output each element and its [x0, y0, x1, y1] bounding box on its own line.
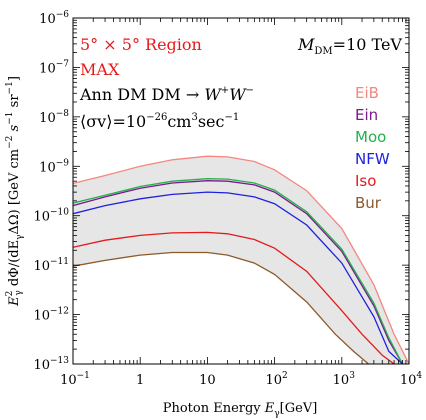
legend-item-ein: Ein [355, 106, 378, 124]
y-tick-label: 10−8 [39, 109, 69, 126]
series-line-bur [73, 251, 369, 364]
sigma-annotation: ⟨σv⟩=10−26cm3sec−1 [80, 112, 239, 131]
sigma-base: ⟨σv⟩=10 [80, 112, 146, 131]
y-tick-label: 10−7 [39, 59, 69, 76]
y-tick-label: 10−13 [33, 356, 69, 373]
x-tick-label: 103 [333, 371, 356, 388]
sigma-exp: −26 [146, 112, 167, 123]
x-tick-label: 10 [199, 373, 216, 388]
y-tick-label: 10−6 [39, 10, 69, 27]
process-w2-sup: − [246, 85, 254, 96]
y-axis-title-group: E2γ dΦ/(dEγΔΩ) [GeV cm−2 s−1 sr−1] [5, 76, 25, 307]
y-tick-label: 10−10 [33, 208, 69, 225]
series-line-eib [73, 155, 409, 364]
max-annotation: MAX [80, 60, 120, 79]
series-line-moo [73, 178, 404, 364]
series-layer [73, 155, 409, 364]
mass-annotation: MDM=10 TeV [297, 35, 402, 57]
series-line-ein [73, 180, 404, 364]
sigma-unit2-exp: −1 [224, 112, 239, 123]
x-tick-label: 102 [265, 371, 287, 388]
x-axis-title: Photon Energy Eγ[GeV] [163, 401, 318, 419]
mass-value: =10 TeV [333, 35, 403, 54]
legend-item-eib: EiB [355, 84, 379, 102]
process-annotation: Ann DM DM → W+W− [79, 85, 254, 104]
legend-item-iso: Iso [355, 172, 376, 190]
y-axis-title: E2γ dΦ/(dEγΔΩ) [GeV cm−2 s−1 sr−1] [5, 76, 25, 307]
series-line-iso [73, 231, 395, 364]
legend-item-nfw: NFW [355, 150, 390, 168]
y-tick-label: 10−12 [33, 307, 69, 324]
process-w2: W [229, 85, 247, 104]
mass-label: M [297, 35, 315, 54]
legend-item-moo: Moo [355, 128, 386, 146]
process-w1-sup: + [221, 85, 229, 96]
band-layer [73, 156, 409, 364]
tick-layer [72, 18, 409, 365]
uncertainty-band [73, 156, 409, 364]
legend-item-bur: Bur [355, 194, 382, 212]
legend: EiB Ein Moo NFW Iso Bur [355, 84, 390, 212]
label-layer: 10−1 1 10 102 103 10410−1310−1210−1110−1010−9… [5, 10, 422, 419]
y-tick-label: 10−11 [33, 257, 69, 274]
process-prefix: Ann DM DM → [79, 85, 204, 104]
sigma-unit2: sec [198, 112, 225, 131]
process-w1: W [204, 85, 222, 104]
x-tick-label: 1 [136, 373, 144, 388]
region-annotation: 5° × 5° Region [80, 35, 202, 54]
x-tick-label: 104 [400, 371, 423, 388]
mass-sub: DM [314, 46, 332, 57]
series-line-nfw [73, 191, 403, 364]
sigma-unit-exp: 3 [191, 112, 197, 123]
plot-frame [72, 17, 410, 365]
x-tick-label: 10−1 [60, 371, 90, 388]
sigma-unit: cm [167, 112, 191, 131]
y-tick-label: 10−9 [39, 158, 69, 175]
